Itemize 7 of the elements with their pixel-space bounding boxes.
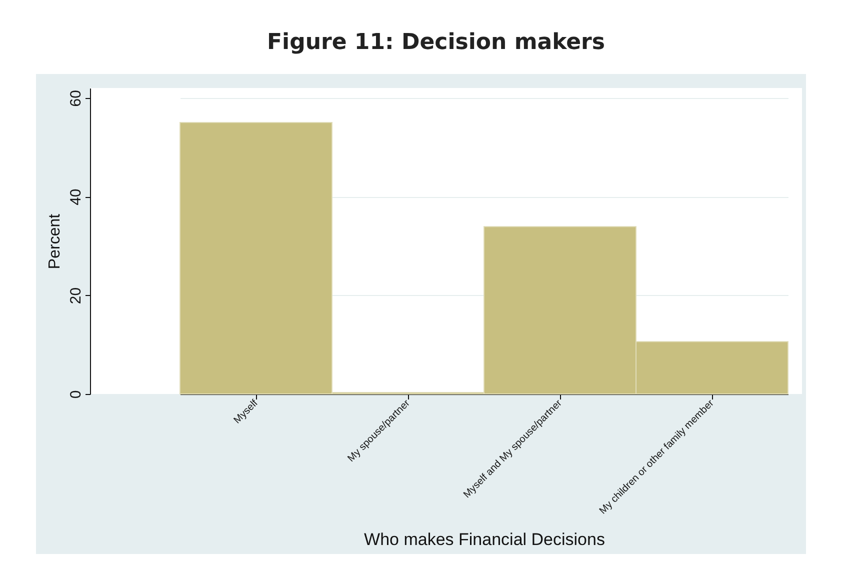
y-tick-label: 60: [68, 90, 84, 107]
chart-title: Figure 11: Decision makers: [266, 30, 606, 55]
y-axis-title: Percent: [46, 213, 64, 270]
y-tick-label: 0: [68, 390, 84, 399]
y-tick-label: 40: [68, 188, 84, 206]
x-axis-title: Who makes Financial Decisions: [364, 530, 605, 549]
y-tick-label: 20: [68, 287, 84, 304]
